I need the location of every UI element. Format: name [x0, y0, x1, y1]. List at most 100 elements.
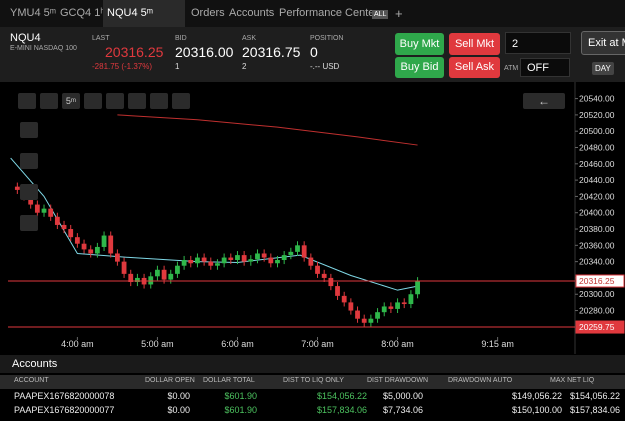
candle-body	[121, 261, 127, 274]
sell-mkt[interactable]: Sell Mkt	[449, 33, 500, 55]
candle-body	[408, 294, 414, 305]
candle-body	[188, 260, 194, 264]
tab[interactable]: GCQ4 1ʰ	[60, 7, 105, 19]
indicator-line	[10, 157, 418, 291]
quantity[interactable]: 2	[505, 32, 571, 54]
tab[interactable]: Accounts	[229, 7, 275, 19]
notes[interactable]	[20, 153, 38, 169]
table-cell: $150,100.00	[511, 405, 562, 415]
position-value: -.-- USD	[310, 62, 340, 71]
column-header[interactable]: DRAWDOWN AUTO	[448, 377, 513, 384]
select[interactable]	[106, 93, 124, 109]
panel-title: Accounts	[12, 358, 58, 370]
interval[interactable]: 5ᵐ	[62, 93, 80, 109]
column-header[interactable]: DIST DRAWDOWN	[367, 377, 429, 384]
chart-type[interactable]	[84, 93, 102, 109]
candle-body	[241, 255, 247, 262]
x-tick-label: 7:00 am	[301, 339, 334, 349]
atm-select[interactable]: OFF	[520, 58, 570, 77]
draw[interactable]	[20, 184, 38, 200]
back[interactable]: ←	[523, 93, 565, 109]
indicators[interactable]	[150, 93, 168, 109]
candle-body	[381, 306, 387, 313]
y-tick-label: 20340.00	[579, 257, 615, 267]
table-cell: $0.00	[167, 405, 190, 415]
candle-body	[308, 257, 314, 266]
candle-body	[401, 302, 407, 305]
candle-body	[315, 265, 320, 274]
y-tick-label: 20540.00	[579, 94, 615, 104]
candle-body	[148, 276, 154, 285]
price-label-box	[575, 274, 625, 288]
candle-body	[341, 295, 347, 303]
crosshair[interactable]	[20, 122, 38, 138]
candle-body	[175, 265, 180, 274]
y-tick-label: 20300.00	[579, 289, 615, 299]
layout[interactable]	[172, 93, 190, 109]
candle-body	[41, 208, 47, 213]
candle-body	[34, 204, 40, 213]
label: LAST	[92, 35, 110, 42]
candle-body	[295, 245, 300, 252]
candle-body	[255, 253, 260, 260]
buy-bid[interactable]: Buy Bid	[395, 57, 444, 78]
tab[interactable]: YMU4 5ᵐ	[10, 7, 57, 19]
table-cell: $7,734.06	[382, 405, 423, 415]
table-header	[0, 375, 625, 389]
column-header[interactable]: DIST TO LIQ ONLY	[283, 377, 344, 384]
zoom-out[interactable]	[40, 93, 58, 109]
table-cell: $149,056.22	[511, 391, 562, 401]
settings[interactable]	[128, 93, 146, 109]
candle-body	[54, 216, 60, 225]
sell-ask[interactable]: Sell Ask	[449, 57, 500, 78]
candle-body	[228, 257, 234, 261]
price-label: 20259.75	[579, 322, 615, 332]
buy-mkt[interactable]: Buy Mkt	[395, 33, 444, 55]
label: POSITION	[310, 35, 344, 42]
candle-body	[261, 253, 267, 258]
accounts-bar	[0, 355, 625, 373]
x-tick-label: 4:00 am	[61, 339, 94, 349]
candle-body	[114, 253, 120, 262]
label: BID	[175, 35, 187, 42]
candle-body	[288, 251, 294, 256]
zoom-in[interactable]	[18, 93, 36, 109]
candle-body	[94, 246, 100, 254]
candle-body	[248, 259, 254, 262]
lock[interactable]	[20, 215, 38, 231]
tif[interactable]: DAY	[592, 62, 614, 75]
candle-body	[135, 277, 140, 283]
table-cell: $0.00	[167, 391, 190, 401]
tab-active[interactable]: NQU4 5ᵐ	[103, 0, 185, 27]
table-cell: $601.90	[224, 405, 257, 415]
add-tab[interactable]: +	[395, 6, 403, 21]
atm-label: ATM	[504, 65, 519, 72]
exit[interactable]: Exit at M	[581, 31, 625, 55]
candle-body	[301, 245, 307, 258]
column-header[interactable]: DOLLAR OPEN	[145, 377, 195, 384]
candle-body	[221, 257, 227, 264]
price-label: 20316.25	[579, 276, 615, 286]
column-header[interactable]: ACCOUNT	[14, 377, 49, 384]
tab[interactable]: Orders	[191, 7, 225, 19]
badge[interactable]: ALL	[372, 10, 389, 19]
candle-body	[128, 273, 134, 283]
table-cell: PAAPEX1676820000078	[14, 391, 115, 401]
candle-body	[168, 273, 174, 280]
table-cell: $154,056.22	[316, 391, 367, 401]
candle-body	[268, 257, 274, 264]
description: E-MINI NASDAQ 100	[10, 45, 77, 52]
table-cell: $601.90	[224, 391, 257, 401]
bid-size: 1	[175, 62, 180, 71]
tab[interactable]: Performance Center	[279, 7, 379, 19]
x-tick-label: 8:00 am	[381, 339, 414, 349]
candle-body	[108, 235, 114, 254]
candle-body	[348, 302, 354, 311]
candle-body	[328, 277, 334, 287]
candle-body	[355, 310, 360, 319]
candle-body	[415, 280, 420, 295]
label: ASK	[242, 35, 257, 42]
column-header[interactable]: MAX NET LIQ	[550, 377, 595, 384]
column-header[interactable]: DOLLAR TOTAL	[203, 377, 255, 384]
